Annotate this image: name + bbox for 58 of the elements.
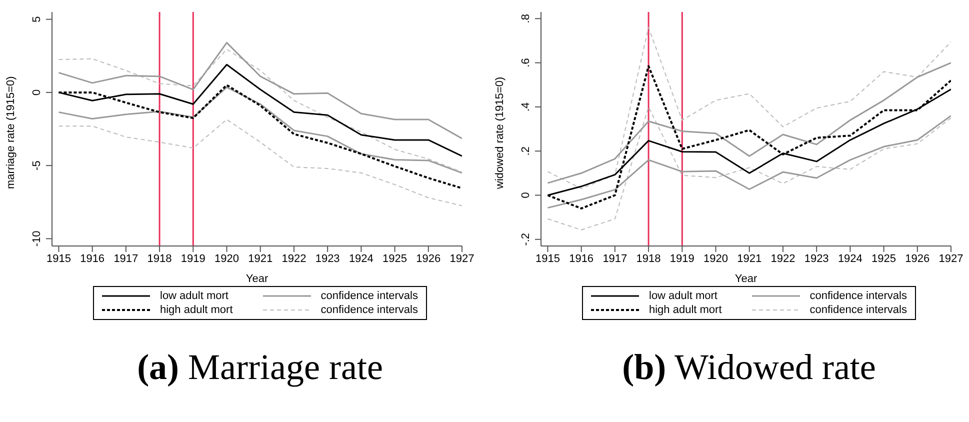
x-tick-label: 1926	[905, 252, 930, 265]
x-tick-label: 1927	[450, 252, 474, 265]
legend-label: confidence intervals	[320, 290, 418, 302]
legend-label: confidence intervals	[320, 304, 418, 316]
legend-label: high adult mort	[649, 304, 722, 316]
x-tick-label: 1915	[535, 252, 560, 265]
y-tick-label: -.2	[520, 232, 532, 246]
x-tick-label: 1922	[282, 252, 306, 265]
y-tick-label: .6	[520, 58, 532, 68]
y-tick-label: .8	[520, 14, 532, 24]
x-tick-label: 1917	[114, 252, 138, 265]
x-tick-label: 1923	[804, 252, 829, 265]
x-tick-label: 1926	[416, 252, 441, 265]
line-series	[547, 26, 951, 190]
line-series	[547, 106, 951, 230]
y-tick-label: -5	[31, 160, 43, 170]
x-tick-label: 1915	[46, 252, 71, 265]
x-tick-label: 1920	[704, 252, 728, 265]
y-tick-label: 5	[31, 16, 43, 22]
legend-label: high adult mort	[160, 304, 233, 316]
line-series	[58, 42, 462, 140]
y-axis-title: marriage rate (1915=0)	[4, 76, 17, 189]
y-tick-label: .2	[520, 146, 532, 156]
line-series	[58, 118, 462, 206]
y-tick-label: 0	[520, 192, 532, 198]
x-tick-label: 1916	[80, 252, 105, 265]
x-tick-label: 1927	[938, 252, 964, 265]
legend-label: confidence intervals	[810, 290, 907, 302]
y-axis-title: widowed rate (1915=0)	[494, 76, 506, 190]
y-tick-label: -10	[31, 230, 43, 247]
x-tick-label: 1920	[214, 252, 239, 265]
line-series	[546, 115, 951, 209]
x-tick-label: 1919	[180, 252, 206, 265]
x-tick-label: 1918	[147, 252, 172, 265]
y-tick-label: 0	[31, 89, 43, 96]
line-series	[546, 62, 951, 184]
x-tick-label: 1924	[348, 252, 374, 265]
line-series	[58, 86, 462, 174]
legend-label: confidence intervals	[810, 304, 907, 316]
x-tick-label: 1921	[737, 252, 762, 265]
x-tick-label: 1924	[838, 252, 862, 265]
x-tick-label: 1923	[315, 252, 340, 265]
x-tick-label: 1925	[382, 252, 408, 265]
line-series	[58, 48, 462, 173]
text: (a) Marriage rate	[136, 346, 384, 388]
x-tick-label: 1919	[670, 252, 694, 265]
x-axis-title: Year	[246, 273, 268, 285]
x-tick-label: 1917	[602, 252, 628, 265]
x-tick-label: 1918	[636, 252, 661, 265]
x-tick-label: 1922	[770, 252, 796, 265]
x-tick-label: 1925	[872, 252, 896, 265]
y-tick-label: .4	[520, 102, 532, 112]
text: (b) Widowed rate	[621, 346, 877, 388]
x-axis-title: Year	[734, 273, 758, 285]
x-tick-label: 1921	[248, 252, 273, 265]
legend-label: low adult mort	[649, 290, 718, 302]
x-tick-label: 1916	[569, 252, 594, 265]
legend-label: low adult mort	[160, 290, 228, 302]
